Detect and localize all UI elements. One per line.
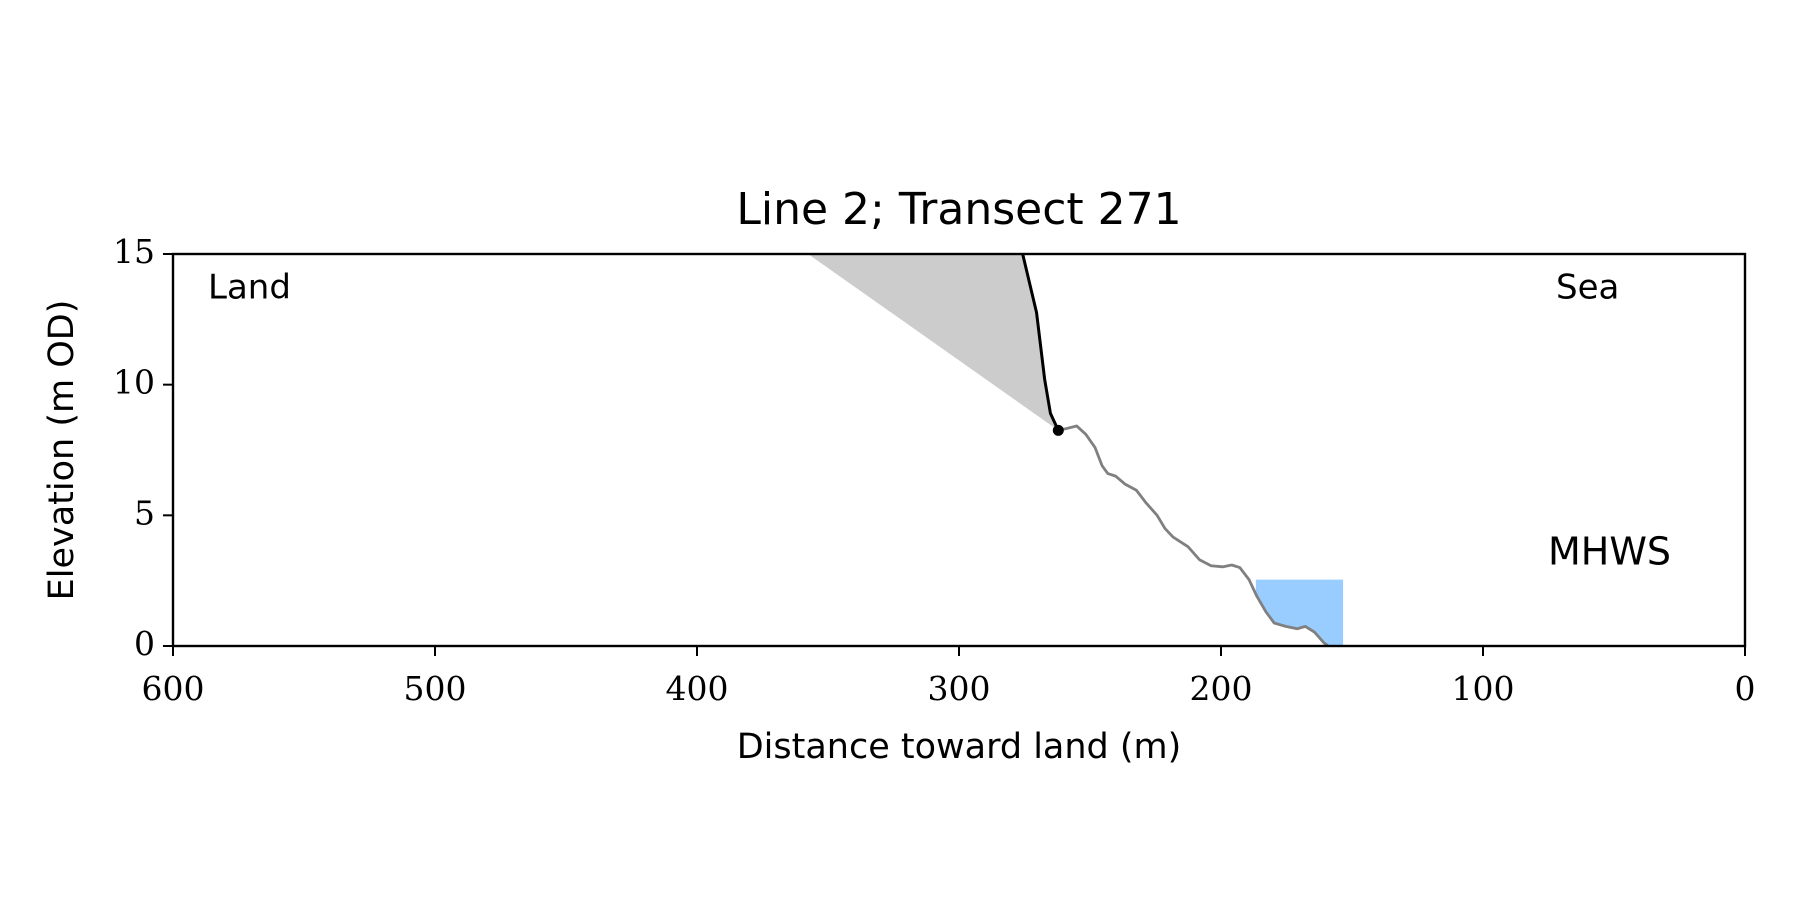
y-tick-label: 15 [113, 232, 155, 271]
y-tick-label: 5 [134, 493, 155, 532]
annotation: Sea [1556, 268, 1619, 308]
cliff-top-point [1052, 424, 1064, 436]
x-tick-label: 600 [142, 669, 205, 708]
cliff-line [1021, 253, 1060, 432]
annotation: Land [208, 268, 291, 308]
x-tick-label: 100 [1452, 669, 1515, 708]
x-tick-label: 400 [666, 669, 729, 708]
mhws-area [1255, 579, 1344, 646]
x-tick-label: 300 [928, 669, 991, 708]
annotation: MHWS [1548, 530, 1671, 574]
profile-line [1057, 424, 1330, 648]
x-tick-label: 200 [1190, 669, 1253, 708]
chart-title: Line 2; Transect 271 [736, 184, 1181, 235]
x-tick-label: 500 [404, 669, 467, 708]
x-axis-label: Distance toward land (m) [737, 727, 1182, 767]
shade-area [808, 254, 1059, 431]
x-tick-label: 0 [1735, 669, 1756, 708]
y-tick-label: 0 [134, 624, 155, 663]
y-tick-label: 10 [113, 363, 155, 402]
y-axis-label: Elevation (m OD) [42, 300, 82, 601]
